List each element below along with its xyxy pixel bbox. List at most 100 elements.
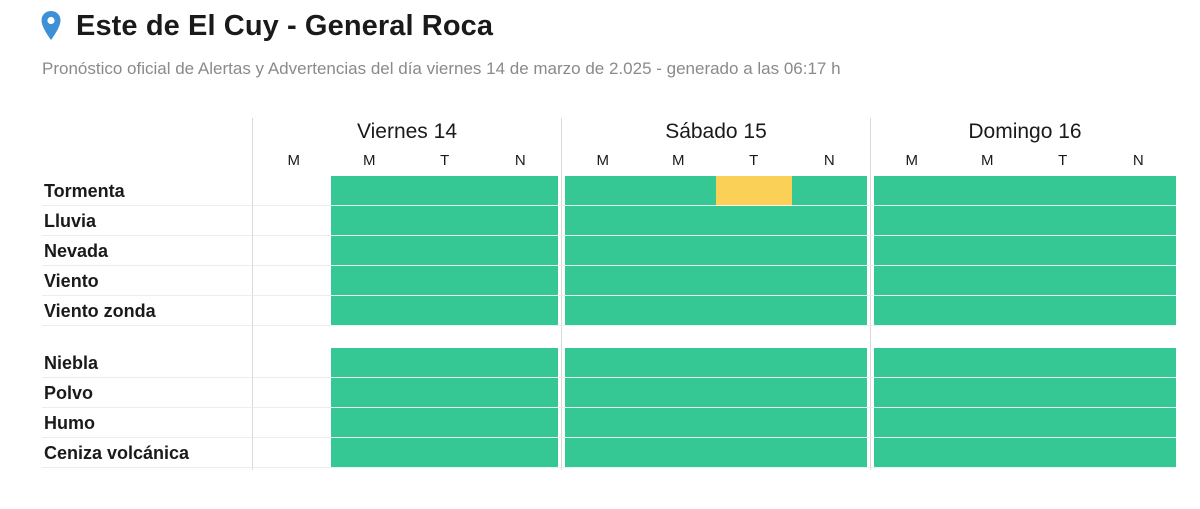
cell-gap bbox=[874, 205, 1176, 206]
period-label: M bbox=[981, 152, 994, 169]
alert-cell-green bbox=[1100, 266, 1176, 296]
alert-cell-green bbox=[407, 206, 482, 236]
cell-gap bbox=[874, 407, 1176, 408]
period-label: M bbox=[672, 152, 685, 169]
alert-cell-green bbox=[565, 438, 641, 468]
alert-cell-green bbox=[949, 176, 1025, 206]
alert-cell-green bbox=[482, 296, 558, 326]
alert-cell-green bbox=[949, 206, 1025, 236]
alert-cell-green bbox=[640, 236, 716, 266]
alert-cell-green bbox=[716, 348, 792, 378]
alert-cell-green bbox=[640, 176, 716, 206]
cell-gap bbox=[331, 407, 558, 408]
alert-cell-green bbox=[1025, 296, 1101, 326]
alert-cell-green bbox=[331, 266, 407, 296]
alert-cell-green bbox=[1025, 176, 1101, 206]
alert-cell-green bbox=[640, 438, 716, 468]
cell-gap bbox=[331, 235, 558, 236]
period-label: N bbox=[514, 152, 526, 169]
row-label: Viento zonda bbox=[44, 301, 156, 321]
period-label: M bbox=[363, 152, 376, 169]
location-pin-icon bbox=[41, 11, 61, 40]
alert-cell-green bbox=[331, 378, 407, 408]
alert-cell-green bbox=[407, 378, 482, 408]
alert-cell-green bbox=[949, 266, 1025, 296]
alert-cell-green bbox=[482, 266, 558, 296]
alert-cell-green bbox=[949, 348, 1025, 378]
cell-gap bbox=[331, 437, 558, 438]
alert-cell-green bbox=[640, 378, 716, 408]
cell-gap bbox=[874, 437, 1176, 438]
alert-cell-green bbox=[1025, 266, 1101, 296]
alert-cell-green bbox=[791, 348, 867, 378]
alert-cell-green bbox=[716, 438, 792, 468]
row-label: Polvo bbox=[44, 383, 94, 403]
alert-cell-green bbox=[716, 296, 792, 326]
period-label: T bbox=[440, 152, 450, 169]
cell-gap bbox=[331, 295, 558, 296]
alert-cell-green bbox=[791, 296, 867, 326]
cell-gap bbox=[565, 407, 867, 408]
alert-cell-green bbox=[874, 176, 950, 206]
alert-cell-green bbox=[640, 296, 716, 326]
cell-gap bbox=[874, 295, 1176, 296]
alert-cell-green bbox=[1100, 438, 1176, 468]
alert-cell-green bbox=[407, 236, 482, 266]
cell-gap bbox=[565, 467, 867, 468]
day-divider bbox=[252, 118, 253, 470]
alert-cell-green bbox=[482, 348, 558, 378]
day-header: Viernes 14 bbox=[356, 120, 458, 143]
alert-cell-green bbox=[1025, 236, 1101, 266]
cell-gap bbox=[565, 325, 867, 326]
day-divider bbox=[870, 118, 871, 470]
alert-cell-green bbox=[565, 206, 641, 236]
alert-cell-green bbox=[1100, 206, 1176, 236]
cell-gap bbox=[874, 377, 1176, 378]
cell-gap bbox=[565, 295, 867, 296]
period-label: M bbox=[905, 152, 919, 169]
alert-cell-green bbox=[791, 266, 867, 296]
alert-cell-green bbox=[716, 266, 792, 296]
row-label: Niebla bbox=[44, 353, 99, 373]
day-header: Sábado 15 bbox=[665, 120, 767, 143]
alert-cell-green bbox=[874, 438, 950, 468]
alert-cell-green bbox=[716, 206, 792, 236]
alert-cell-green bbox=[640, 206, 716, 236]
alert-cell-green bbox=[565, 266, 641, 296]
alert-cell-green bbox=[331, 206, 407, 236]
alert-cell-green bbox=[331, 408, 407, 438]
alert-cell-green bbox=[331, 176, 407, 206]
alert-cell-green bbox=[482, 438, 558, 468]
alert-cell-green bbox=[874, 236, 950, 266]
period-label: N bbox=[823, 152, 835, 169]
cell-gap bbox=[331, 325, 558, 326]
cell-gap bbox=[874, 265, 1176, 266]
period-label: M bbox=[287, 152, 301, 169]
alert-cell-green bbox=[565, 378, 641, 408]
alert-cell-green bbox=[874, 348, 950, 378]
cell-gap bbox=[565, 377, 867, 378]
alert-cell-green bbox=[565, 236, 641, 266]
alert-cell-green bbox=[331, 438, 407, 468]
cell-gap bbox=[331, 377, 558, 378]
alert-cell-green bbox=[640, 408, 716, 438]
alert-cell-green bbox=[1100, 176, 1176, 206]
row-label: Humo bbox=[44, 413, 95, 433]
alert-cell-green bbox=[716, 408, 792, 438]
alert-cell-yellow bbox=[716, 176, 792, 206]
alert-cell-green bbox=[407, 438, 482, 468]
alert-cell-green bbox=[1100, 236, 1176, 266]
alert-cell-green bbox=[1025, 438, 1101, 468]
alert-cell-green bbox=[565, 176, 641, 206]
alert-cell-green bbox=[407, 408, 482, 438]
alert-cell-green bbox=[791, 378, 867, 408]
alert-cell-green bbox=[716, 378, 792, 408]
cell-gap bbox=[331, 265, 558, 266]
alert-cell-green bbox=[407, 348, 482, 378]
cell-gap bbox=[331, 205, 558, 206]
alert-cell-green bbox=[949, 378, 1025, 408]
day-header: Domingo 16 bbox=[968, 120, 1082, 143]
alert-cell-green bbox=[1025, 408, 1101, 438]
alert-cell-green bbox=[565, 408, 641, 438]
alert-cell-green bbox=[482, 236, 558, 266]
